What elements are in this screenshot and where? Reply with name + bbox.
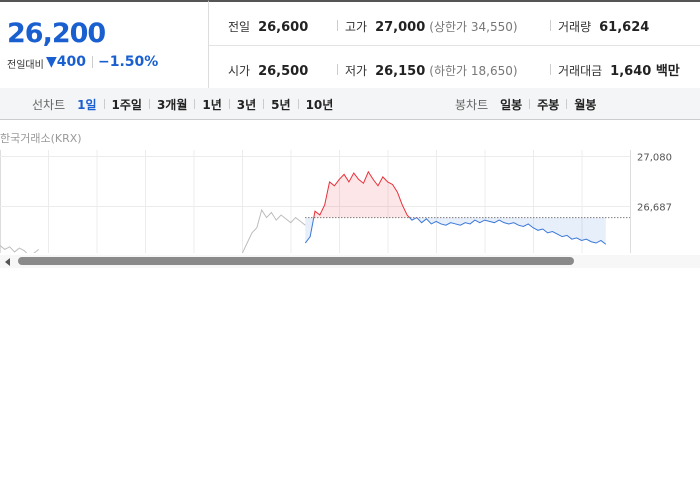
stat-label: 거래량 [558,20,592,34]
area-down [305,217,606,245]
tab[interactable]: 5년 [271,98,291,112]
change: ▼400 [46,54,86,70]
tab-group: 봉차트 일봉 주봉 월봉 [455,96,596,113]
stat-label: 시가 [228,64,251,78]
tab[interactable]: 1주일 [111,98,142,112]
tab-divider [263,99,265,109]
stat: 저가 26,150 (하한가 18,650) [337,60,518,79]
stat-value: 61,624 [599,20,650,35]
area-up [305,171,606,218]
tab-divider [228,99,230,109]
source: 한국거래소(KRX) [0,132,82,145]
tab-divider [566,99,568,109]
stat-label: 전일 [228,20,251,34]
price: 26,200 [7,18,106,49]
scrollbar[interactable] [0,255,700,268]
y-tick-label: 26,294 [637,253,672,254]
y-tick-label: 26,687 [637,203,672,214]
tab-group-label: 선차트 [32,98,66,112]
stat-divider [337,64,338,75]
price-line-down [304,217,607,245]
tab-bar: 선차트 1일 1주일 3개월 1년 3년 5년 10년 봉차트 일봉 주봉 월봉 [0,88,700,120]
tab-divider [529,99,531,109]
y-tick-label: 27,080 [637,153,672,164]
stat-value: 26,150 [375,64,426,79]
stat: 거래량 61,624 [550,16,649,35]
stat-value: 26,500 [258,64,309,79]
row-divider [209,45,700,46]
price-panel: 26,200 전일대비 ▼400 −1.50% [0,0,209,90]
tab-divider [103,99,105,109]
tab[interactable]: 1년 [202,98,222,112]
divider [92,56,93,68]
tab[interactable]: 주봉 [537,98,560,112]
stat-note: (상한가 34,550) [429,20,518,34]
stat-divider [550,20,551,31]
tab[interactable]: 월봉 [574,98,597,112]
scroll-left[interactable] [5,258,10,266]
stat: 시가 26,500 [228,60,308,79]
stat-divider [550,64,551,75]
tab-group: 선차트 1일 1주일 3개월 1년 3년 5년 10년 [32,96,333,113]
stat-value: 1,640 백만 [610,64,680,79]
stat-value: 27,000 [375,20,426,35]
stat-label: 저가 [345,64,368,78]
stat: 전일 26,600 [228,16,308,35]
stat-divider [337,20,338,31]
stat-label: 고가 [345,20,368,34]
tab[interactable]: 10년 [305,98,334,112]
tab[interactable]: 3년 [236,98,257,112]
tab[interactable]: 3개월 [156,98,188,112]
tab-divider [194,99,196,109]
tab-divider [297,99,299,109]
stat-note: (하한가 18,650) [429,64,518,78]
change-label: 전일대비 [7,60,44,71]
stat-value: 26,600 [258,20,309,35]
stat: 고가 27,000 (상한가 34,550) [337,16,518,35]
tab-group-label: 봉차트 [455,98,489,112]
tab-divider [148,99,150,109]
change-pct: −1.50% [98,54,159,70]
chart: 27,080 26,687 26,294 [0,150,672,254]
price-line [0,208,306,253]
price-line-up [313,170,418,218]
tab[interactable]: 1일 [77,98,97,112]
scroll-thumb[interactable] [18,257,574,265]
stats-panel: 전일 26,600 고가 27,000 (상한가 34,550) 거래량 61,624 시가 2… [209,0,700,91]
stat: 거래대금 1,640 백만 [550,60,680,79]
tab[interactable]: 일봉 [500,98,523,112]
stat-label: 거래대금 [558,64,603,78]
